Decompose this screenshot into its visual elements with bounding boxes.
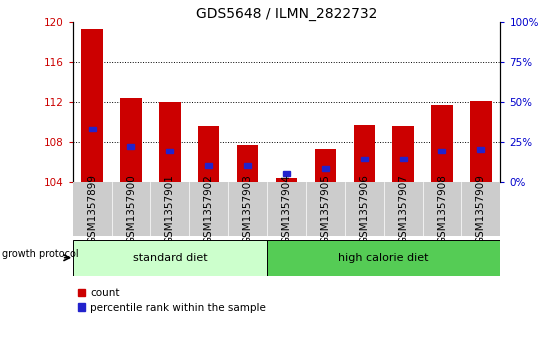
Text: GSM1357902: GSM1357902	[203, 174, 214, 244]
Bar	[477, 147, 484, 152]
Bar	[432, 105, 453, 182]
Bar	[237, 144, 258, 182]
Bar	[322, 167, 329, 171]
Bar	[353, 125, 375, 182]
Bar	[400, 157, 406, 162]
Text: growth protocol: growth protocol	[2, 249, 78, 259]
Text: GSM1357907: GSM1357907	[398, 174, 408, 244]
Bar	[392, 126, 414, 182]
Bar	[159, 102, 181, 182]
Text: high calorie diet: high calorie diet	[338, 253, 429, 263]
Text: standard diet: standard diet	[132, 253, 207, 263]
Bar	[438, 149, 446, 154]
Bar	[315, 148, 336, 182]
Text: GSM1357903: GSM1357903	[243, 174, 253, 244]
Bar	[267, 240, 500, 276]
Title: GDS5648 / ILMN_2822732: GDS5648 / ILMN_2822732	[196, 7, 377, 21]
Bar	[89, 127, 96, 131]
Bar	[127, 144, 135, 148]
Text: GSM1357906: GSM1357906	[359, 174, 369, 244]
Bar	[167, 149, 173, 154]
Text: GSM1357899: GSM1357899	[87, 174, 97, 244]
Bar	[244, 163, 251, 168]
Bar	[276, 178, 297, 182]
Legend: count, percentile rank within the sample: count, percentile rank within the sample	[78, 288, 266, 313]
Text: GSM1357908: GSM1357908	[437, 174, 447, 244]
Bar	[205, 163, 212, 168]
Text: GSM1357909: GSM1357909	[476, 174, 486, 244]
Bar	[82, 29, 103, 182]
Bar	[198, 126, 220, 182]
Bar	[470, 101, 491, 182]
Bar	[73, 240, 267, 276]
Bar	[361, 157, 368, 162]
Text: GSM1357905: GSM1357905	[320, 174, 330, 244]
Text: GSM1357904: GSM1357904	[282, 174, 291, 244]
Bar	[120, 98, 141, 182]
Text: GSM1357900: GSM1357900	[126, 174, 136, 244]
Bar	[283, 171, 290, 176]
Text: GSM1357901: GSM1357901	[165, 174, 175, 244]
